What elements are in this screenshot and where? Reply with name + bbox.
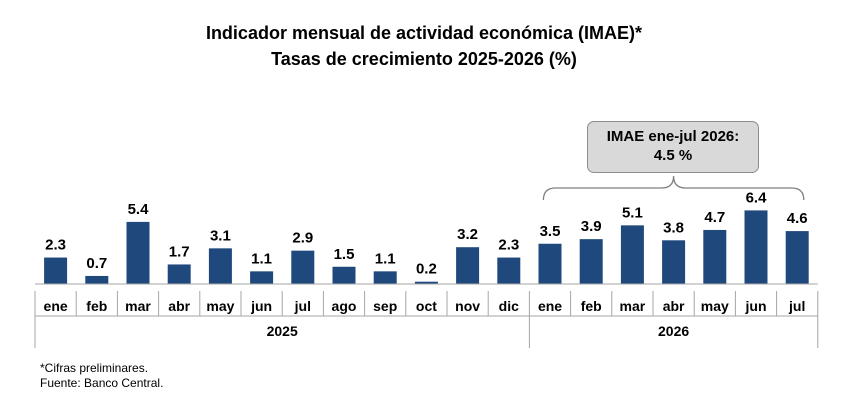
footnote-source: Fuente: Banco Central. [40,376,164,390]
bar [579,239,603,284]
bar [208,248,232,284]
bar [785,231,809,284]
bar [167,264,191,284]
data-label: 2.3 [45,237,66,254]
data-label: 6.4 [746,189,768,206]
data-label: 4.7 [704,209,725,226]
bar [744,210,768,284]
category-label: jun [745,298,767,314]
category-label: abr [663,298,685,314]
bar [373,271,397,284]
data-label: 1.7 [169,243,190,260]
bar [538,243,562,284]
data-label: 1.5 [334,246,355,263]
year-label: 2025 [267,323,298,339]
data-label: 3.9 [581,218,602,235]
data-label: 3.8 [663,219,684,236]
category-label: may [206,298,234,314]
category-label: oct [416,298,437,314]
bar [497,257,521,284]
chart-title: Indicador mensual de actividad económica… [205,23,643,43]
bar [250,271,274,284]
category-label: jul [294,298,311,314]
category-label: may [701,298,729,314]
bar [291,250,315,284]
data-label: 3.1 [210,227,231,244]
data-label: 4.6 [787,210,808,227]
data-label: 3.5 [540,223,561,240]
bar [703,229,727,284]
data-label: 0.7 [86,255,107,272]
category-label: abr [168,298,190,314]
callout-label: IMAE ene-jul 2026: [606,128,740,145]
bar [126,221,150,284]
category-label: mar [125,298,151,314]
data-label: 0.2 [416,261,437,278]
year-label: 2026 [658,323,689,339]
category-label: mar [620,298,646,314]
category-label: nov [455,298,480,314]
data-label: 3.2 [457,226,478,243]
bar [662,240,686,284]
chart-subtitle: Tasas de crecimiento 2025-2026 (%) [271,49,577,69]
ytd-callout: IMAE ene-jul 2026: 4.5 % [587,121,759,173]
data-label: 5.1 [622,204,643,221]
brace-2026 [542,175,805,201]
category-label: sep [373,298,397,314]
category-label: ene [44,298,68,314]
data-label: 1.1 [375,250,396,267]
category-label: feb [86,298,107,314]
category-label: ene [538,298,562,314]
bar [85,275,109,284]
data-label: 2.3 [498,237,519,254]
bar [414,281,438,284]
bar [44,257,68,284]
callout-value: 4.5 % [653,147,693,164]
data-label: 1.1 [251,250,272,267]
bar [456,247,480,284]
data-label: 2.9 [292,230,313,247]
category-label: feb [581,298,602,314]
category-label: jul [788,298,805,314]
category-label: jun [250,298,272,314]
category-label: ago [332,298,357,314]
category-label: dic [499,298,519,314]
bar [332,266,356,284]
footnote-preliminary: *Cifras preliminares. [40,361,149,375]
data-label: 5.4 [128,201,150,218]
bar [620,225,644,284]
